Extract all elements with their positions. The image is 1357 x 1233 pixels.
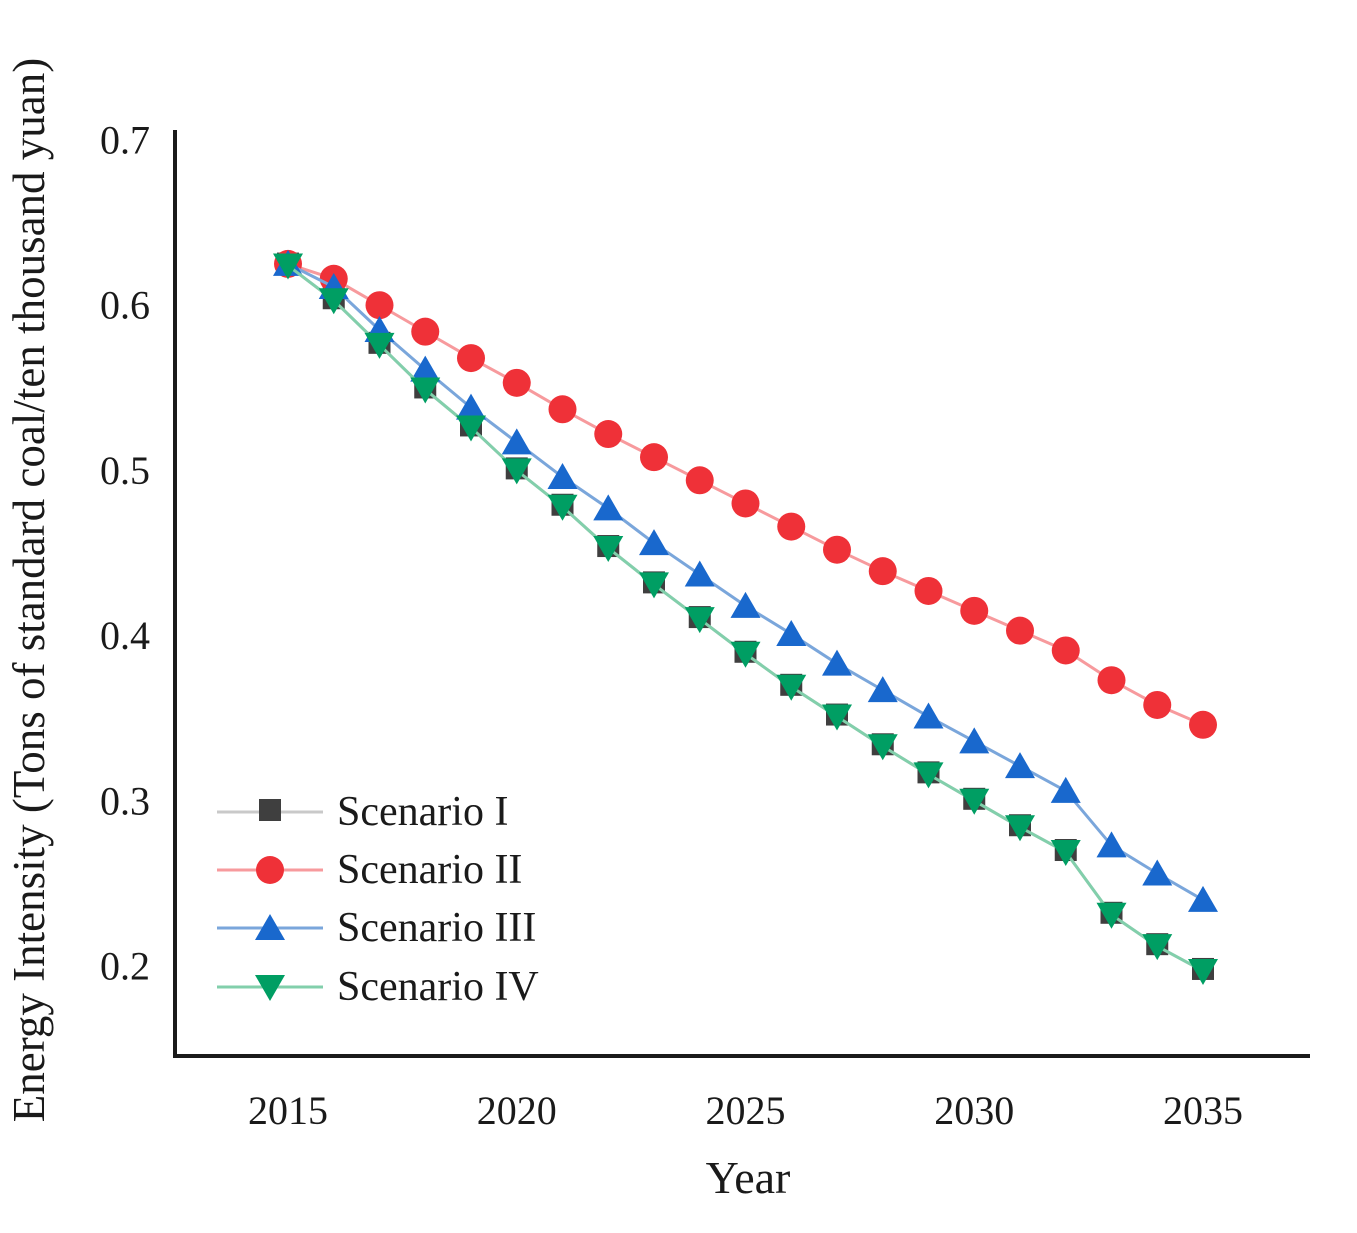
series-scenario-iii-marker [593,494,624,521]
y-tick-label: 0.6 [100,283,150,328]
series-scenario-iii-marker [1188,885,1218,912]
series-scenario-iii-marker [1142,859,1173,886]
series-scenario-iii-marker [410,355,441,382]
series-scenario-iii-marker [501,428,532,455]
series-scenario-iii-marker [730,591,761,618]
series-scenario-iv-marker [776,674,807,701]
series-scenario-iv-marker [593,536,624,563]
y-tick-label: 0.7 [100,118,150,163]
x-tick-label: 2020 [477,1088,557,1133]
x-axis-title: Year [706,1152,791,1203]
x-tick-label: 2035 [1163,1088,1243,1133]
series-scenario-iv-marker [456,415,486,442]
x-tick-label: 2030 [934,1088,1014,1133]
series-scenario-iii-marker [639,529,669,556]
series-scenario-iv-marker [273,253,303,280]
legend-scenario-i-marker-icon [259,799,281,821]
series-scenario-iv-marker [959,788,990,815]
series-scenario-iv-marker [547,494,578,521]
series-scenario-iv-marker [410,377,441,404]
series-scenario-iv-marker [1188,958,1218,985]
series-scenario-iii-marker [959,727,990,754]
legend-scenario-ii-marker-icon [256,856,284,884]
y-tick-label: 0.5 [100,448,150,493]
series-scenario-iv-marker [501,458,532,485]
legend-scenario-iv-label: Scenario IV [337,964,539,1010]
legend-scenario-iv-marker-icon [255,975,285,1001]
y-axis-title: Energy Intensity (Tons of standard coal/… [4,58,54,1123]
series-scenario-iv-marker [639,572,669,599]
y-tick-label: 0.2 [100,944,150,989]
series-scenario-ii-marker [411,317,440,346]
series-scenario-iv-marker [1096,902,1127,929]
series-scenario-ii-marker [1189,710,1217,739]
series-scenario-ii-marker [685,466,714,495]
series-scenario-iv-marker [913,762,944,789]
x-tick-label: 2015 [248,1088,328,1133]
series-scenario-iv-marker [1005,815,1035,842]
series-scenario-iv-marker [1142,934,1173,961]
legend-scenario-iii-label: Scenario III [337,905,536,951]
series-scenario-ii-marker [548,395,577,424]
series-scenario-iii-marker [822,649,852,676]
series-scenario-iii-marker [1005,752,1035,779]
series-scenario-iv-marker [684,607,715,634]
series-scenario-iv-marker [364,332,395,359]
series-scenario-ii-marker [365,291,394,320]
legend-scenario-i-label: Scenario I [337,789,508,835]
series-scenario-ii-marker [640,443,668,472]
series-scenario-ii-marker [731,489,760,518]
series-scenario-ii-marker [1051,636,1080,665]
series-scenario-iv-marker [1050,840,1081,867]
series-scenario-ii-marker [777,512,806,541]
series-scenario-iii-marker [456,393,486,420]
series-scenario-iv-marker [822,704,852,731]
series-scenario-ii-marker [594,420,623,449]
series-scenario-iii-marker [1096,831,1127,858]
legend-scenario-iii-marker-icon [255,914,285,940]
chart-generated-content: 0.7 0.6 0.5 0.4 0.3 0.2 2015 2020 2025 2030 2035 Sc… [100,118,1310,1133]
series-scenario-ii-marker [868,557,897,586]
series-scenario-ii-marker [457,344,485,373]
series-scenario-iv-marker [730,641,761,668]
series-scenario-iv-marker [318,288,349,315]
y-tick-label: 0.4 [100,613,150,658]
series-scenario-iii-marker [913,702,944,729]
series-scenario-iii-marker [684,560,715,587]
series-scenario-ii-marker [1006,616,1034,645]
series-scenario-ii-marker [823,535,851,564]
x-tick-label: 2025 [706,1088,786,1133]
series-scenario-iii-marker [867,676,898,703]
y-tick-label: 0.3 [100,778,150,823]
series-scenario-ii-marker [960,596,989,625]
series-scenario-iii-marker [1050,776,1081,803]
series-scenario-ii-marker [1143,690,1172,719]
series-scenario-iii-marker [776,619,807,646]
series-scenario-iv-marker [867,734,898,761]
series-scenario-ii-marker [914,576,943,605]
series-scenario-ii-marker [1097,666,1126,695]
legend-scenario-ii-label: Scenario II [337,847,522,893]
series-scenario-ii-marker [502,368,531,397]
series-scenario-iii-marker [547,463,578,490]
